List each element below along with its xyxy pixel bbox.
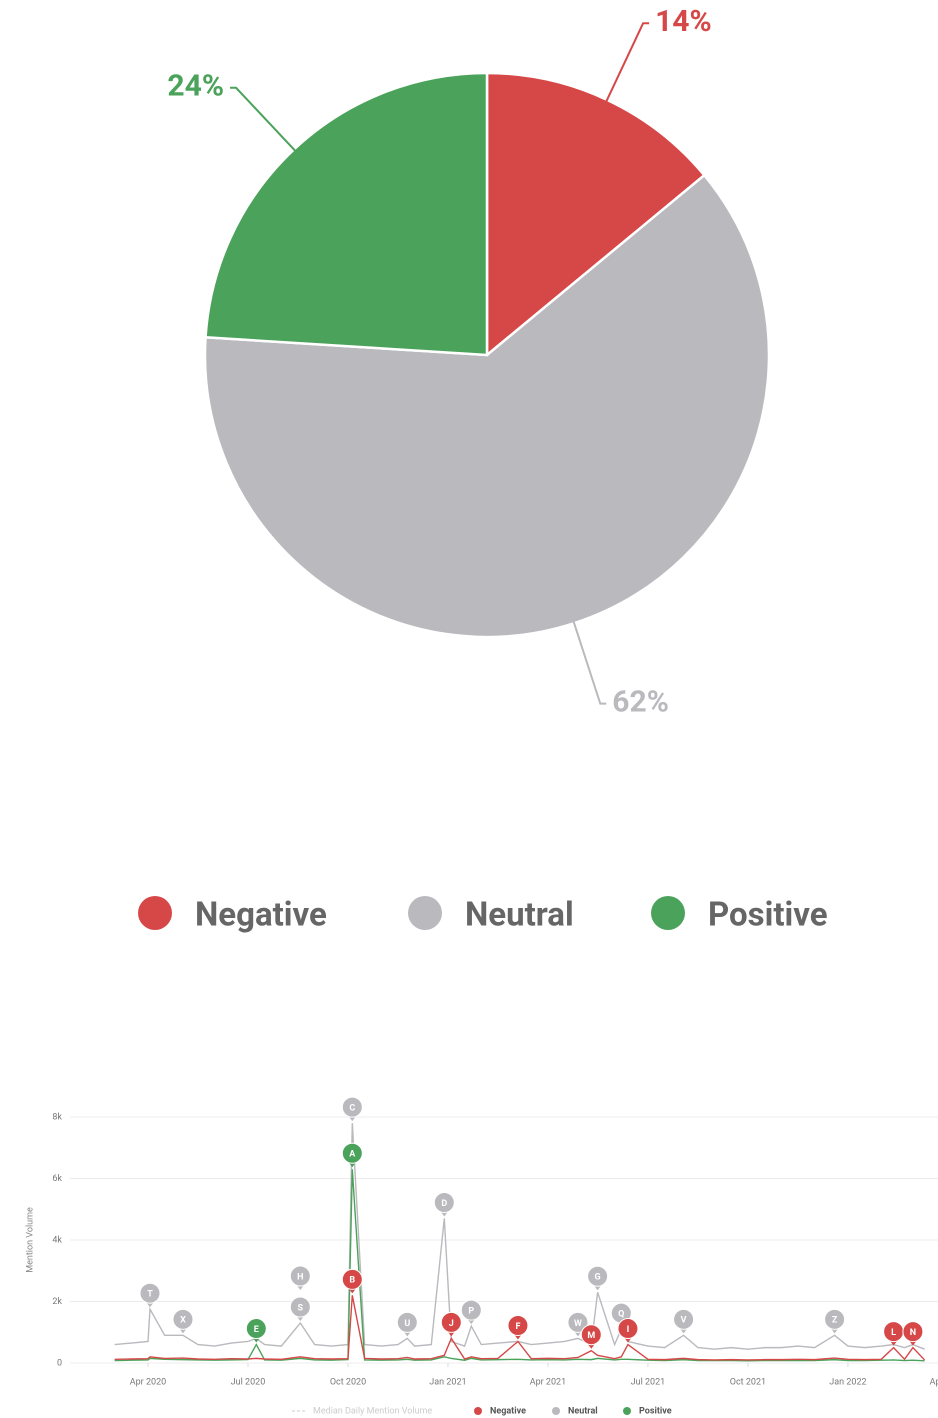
legend-label: Positive (639, 1406, 672, 1416)
annotation-label: W (574, 1319, 582, 1329)
annotation-label: X (180, 1316, 186, 1326)
annotation-marker (824, 1308, 846, 1330)
annotation-label: Z (832, 1316, 838, 1326)
annotation-label: Q (618, 1310, 624, 1320)
x-tick-label: Oct 2021 (730, 1377, 766, 1387)
annotation-label: D (441, 1199, 447, 1209)
annotation-label: E (254, 1325, 259, 1335)
annotation-label: C (349, 1104, 355, 1114)
annotation-marker (617, 1318, 639, 1340)
series-line (114, 1295, 926, 1361)
legend-marker (408, 896, 442, 930)
annotation-marker (440, 1311, 462, 1333)
legend-label: Neutral (465, 896, 574, 935)
y-tick-label: 8k (52, 1112, 62, 1122)
annotation-label: P (468, 1306, 474, 1316)
y-axis-label: Mention Volume (25, 1207, 35, 1273)
series-line (114, 1169, 925, 1362)
legend-marker (474, 1407, 482, 1415)
annotation-marker (341, 1268, 363, 1290)
annotation-label: T (147, 1290, 153, 1300)
series-line (114, 1123, 925, 1350)
legend-label: Median Daily Mention Volume (313, 1406, 432, 1416)
legend-marker (651, 896, 685, 930)
annotation-label: N (910, 1328, 916, 1338)
leader-line (603, 22, 650, 106)
leader-line (230, 86, 299, 155)
annotation-label: J (449, 1319, 454, 1329)
annotation-label: L (891, 1328, 896, 1338)
annotation-marker (245, 1318, 267, 1340)
annotation-marker (341, 1096, 363, 1118)
annotation-label: M (587, 1331, 595, 1341)
legend-label: Neutral (568, 1406, 598, 1416)
x-tick-label: Jul 2021 (631, 1377, 666, 1387)
pie-slice (204, 71, 489, 357)
annotation-label: B (349, 1276, 355, 1286)
annotation-marker (289, 1296, 311, 1318)
x-tick-label: Jan 2022 (829, 1377, 866, 1387)
leader-line (571, 617, 607, 705)
annotation-marker (460, 1299, 482, 1321)
annotation-marker (567, 1311, 589, 1333)
legend-marker (138, 896, 172, 930)
x-tick-label: Apr 2021 (530, 1377, 566, 1387)
pie-label: 24% (167, 69, 224, 104)
y-tick-label: 0 (57, 1358, 62, 1368)
pie-label: 62% (612, 685, 669, 720)
annotation-label: I (627, 1325, 630, 1335)
annotation-marker (341, 1142, 363, 1164)
annotation-label: V (681, 1316, 687, 1326)
annotation-marker (902, 1321, 924, 1343)
annotation-label: F (515, 1322, 520, 1332)
legend-marker (623, 1407, 631, 1415)
annotation-label: S (298, 1303, 304, 1313)
x-tick-label: Apr 2022 (930, 1377, 938, 1387)
legend-label: Negative (490, 1406, 526, 1416)
annotation-label: A (349, 1150, 356, 1160)
annotation-label: H (297, 1272, 303, 1282)
annotation-marker (587, 1265, 609, 1287)
y-tick-label: 4k (52, 1235, 62, 1245)
annotation-marker (396, 1311, 418, 1333)
legend-marker (552, 1407, 560, 1415)
annotation-marker (580, 1324, 602, 1346)
annotation-marker (289, 1265, 311, 1287)
annotation-marker (139, 1282, 161, 1304)
x-tick-label: Oct 2020 (330, 1377, 366, 1387)
legend-label: Positive (708, 896, 828, 935)
annotation-label: U (404, 1319, 410, 1329)
x-tick-label: Jul 2020 (231, 1377, 266, 1387)
annotation-marker (172, 1308, 194, 1330)
x-tick-label: Apr 2020 (130, 1377, 166, 1387)
annotation-label: G (595, 1273, 601, 1283)
annotation-marker (673, 1308, 695, 1330)
pie-label: 14% (655, 4, 712, 39)
y-tick-label: 2k (52, 1297, 62, 1307)
legend-label: Negative (195, 896, 327, 935)
annotation-marker (507, 1314, 529, 1336)
x-tick-label: Jan 2021 (429, 1377, 466, 1387)
y-tick-label: 6k (52, 1174, 62, 1184)
annotation-marker (433, 1191, 455, 1213)
